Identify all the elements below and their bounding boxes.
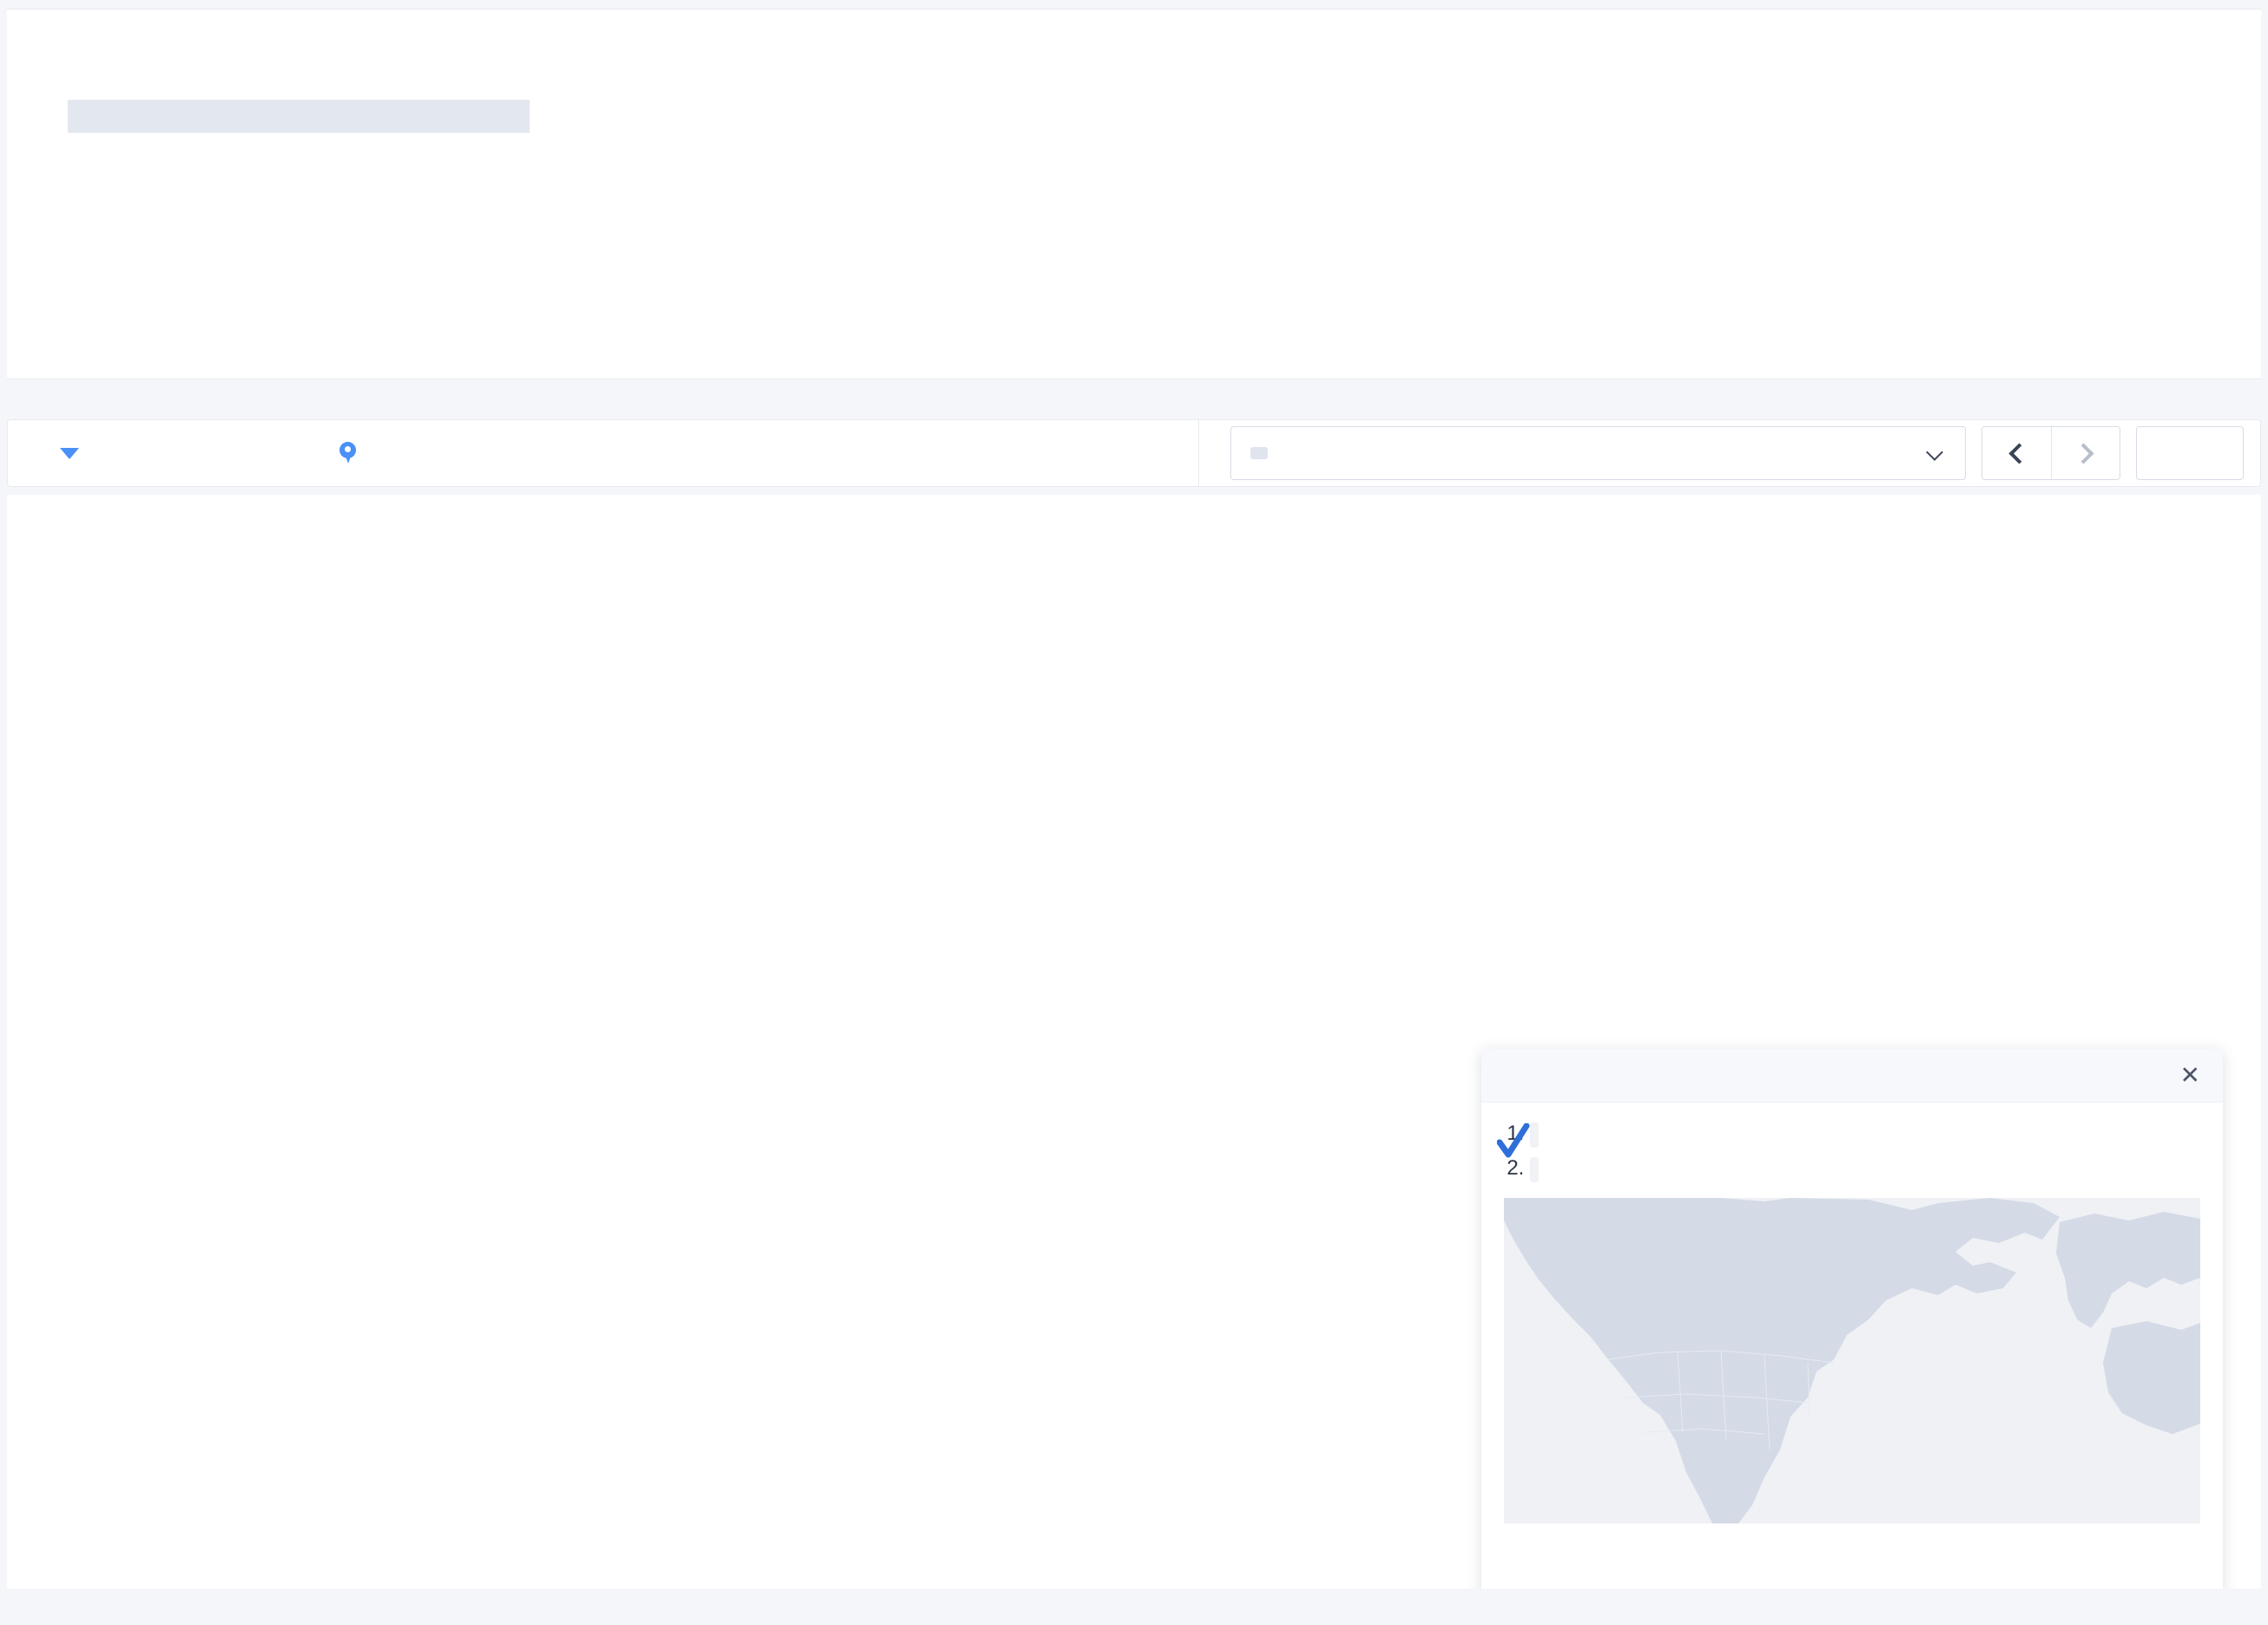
time-next-button[interactable]: [2051, 427, 2120, 479]
capacity-usage-section: [7, 10, 997, 378]
checkmark-annotation-icon: [1497, 1123, 1530, 1158]
popup-body: [1481, 1102, 2223, 1186]
toolbar-right: [1199, 426, 2244, 480]
world-map-landmass: [1504, 1198, 2200, 1523]
popup-step-1: [1530, 1118, 2200, 1151]
capacity-bar-ticks: [68, 133, 530, 148]
node-map-stage: ✕: [7, 495, 2261, 1625]
capacity-bar: [68, 100, 530, 133]
capacity-bar-tick-labels: [68, 148, 530, 169]
time-range-select[interactable]: [1230, 426, 1966, 480]
node-status-section: [997, 10, 1717, 378]
close-icon[interactable]: ✕: [2179, 1061, 2200, 1089]
chevron-down-icon: [60, 447, 79, 459]
chevron-right-icon: [2073, 442, 2094, 464]
example-world-map: [1504, 1198, 2200, 1523]
step1-code-locality: [1530, 1122, 1539, 1148]
popup-header: ✕: [1481, 1049, 2223, 1102]
configuration-popup: ✕: [1481, 1049, 2223, 1625]
time-nav-group: [1981, 426, 2120, 480]
node-map-view-selector[interactable]: [46, 447, 79, 459]
chevron-down-icon: [1926, 444, 1943, 461]
now-button[interactable]: [2136, 426, 2244, 480]
chevron-left-icon: [2008, 442, 2030, 464]
step2-code-system-locations: [1530, 1157, 1539, 1182]
location-pin-icon: [340, 442, 356, 464]
toolbar-left: [8, 420, 1199, 486]
popup-steps-list: [1530, 1118, 2200, 1186]
replication-status-section: [1717, 10, 2256, 378]
capacity-bar-wrap: [68, 100, 530, 169]
time-range-chip: [1250, 447, 1268, 459]
time-prev-button[interactable]: [1982, 427, 2051, 479]
map-toolbar: [7, 419, 2261, 487]
popup-step-2: [1530, 1153, 2200, 1186]
breadcrumb[interactable]: [340, 442, 365, 464]
page-bottom-strip: [0, 1589, 2268, 1625]
summary-card: [7, 9, 2261, 379]
